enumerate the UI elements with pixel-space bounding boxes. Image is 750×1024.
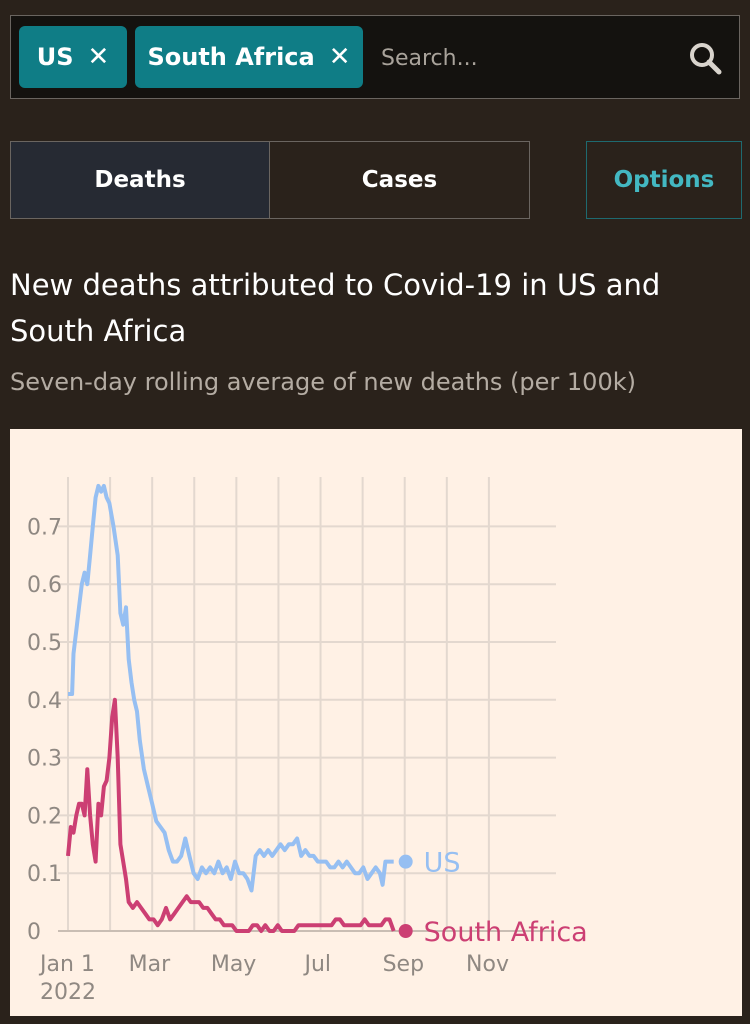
series-end-label: South Africa (424, 917, 588, 948)
chip-label: South Africa (147, 43, 315, 71)
y-tick-label: 0.5 (27, 631, 62, 656)
options-button[interactable]: Options (586, 141, 742, 219)
series-end-marker (398, 854, 413, 869)
series-line-south-africa (66, 697, 396, 933)
x-tick-label: Mar (129, 952, 171, 977)
y-tick-label: 0.4 (27, 689, 62, 714)
x-tick-label: Jan 1 (38, 952, 95, 977)
chip-south-africa[interactable]: South Africa ✕ (135, 26, 363, 88)
x-tick-label: Nov (466, 952, 509, 977)
x-tick-label: May (211, 952, 256, 977)
line-chart: 0 0.1 0.2 0.3 0.4 0.5 0.6 0.7 Jan 1 2022 Mar May Jul… (27, 477, 588, 1005)
series-end-label: US (424, 848, 461, 879)
close-icon[interactable]: ✕ (328, 42, 351, 72)
search-input[interactable] (379, 34, 673, 82)
y-tick-label: 0.1 (27, 862, 62, 887)
search-icon[interactable] (687, 40, 723, 76)
series-line-us (68, 483, 394, 893)
y-tick-label: 0.6 (27, 573, 62, 598)
y-tick-label: 0 (27, 920, 41, 945)
chart-area: 0 0.1 0.2 0.3 0.4 0.5 0.6 0.7 Jan 1 2022 Mar May Jul… (10, 429, 742, 1016)
x-tick-label: Jul (303, 952, 332, 977)
series-end-marker (398, 924, 413, 938)
chip-label: US (36, 43, 74, 71)
x-tick-label: Sep (383, 952, 424, 977)
chip-us[interactable]: US ✕ (19, 26, 127, 88)
chart-subtitle: Seven-day rolling average of new deaths … (10, 368, 636, 396)
y-tick-label: 0.2 (27, 804, 62, 829)
country-search-bar: US ✕ South Africa ✕ (10, 15, 740, 99)
chart-title: New deaths attributed to Covid-19 in US … (10, 268, 661, 348)
tab-cases[interactable]: Cases (269, 141, 530, 219)
tab-deaths[interactable]: Deaths (10, 141, 270, 219)
y-tick-label: 0.3 (27, 747, 62, 772)
x-tick-sublabel: 2022 (40, 980, 96, 1005)
close-icon[interactable]: ✕ (87, 42, 110, 72)
y-tick-label: 0.7 (27, 515, 62, 540)
